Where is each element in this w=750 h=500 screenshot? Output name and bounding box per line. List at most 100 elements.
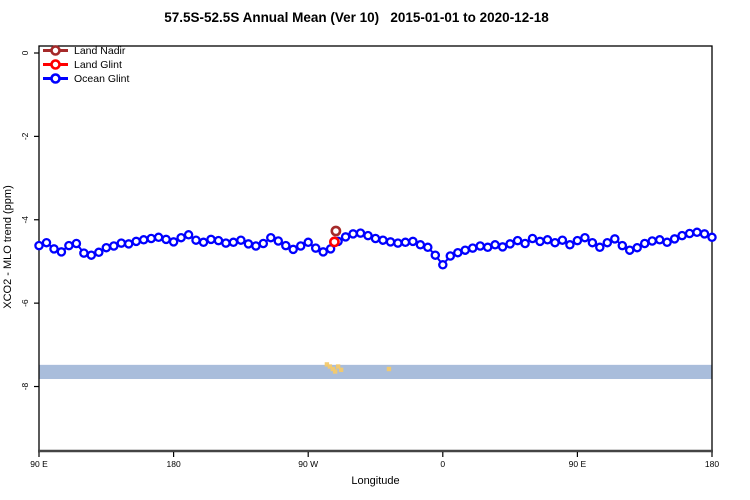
ocean-glint-point bbox=[79, 248, 89, 258]
speck-marker bbox=[324, 362, 330, 367]
legend-marker-icon bbox=[50, 45, 61, 56]
ocean-glint-point bbox=[527, 233, 538, 244]
ocean-glint-point bbox=[56, 247, 67, 257]
ocean-glint-point bbox=[490, 240, 500, 250]
ocean-glint-point bbox=[512, 235, 523, 246]
y-axis-label: XCO2 - MLO trend (ppm) bbox=[2, 185, 14, 309]
ocean-glint-point bbox=[385, 237, 396, 247]
ocean-glint-point bbox=[415, 240, 426, 250]
y-tick-label: 0 bbox=[20, 50, 30, 55]
ocean-glint-point bbox=[258, 238, 269, 249]
speck-marker bbox=[332, 369, 338, 374]
ocean-glint-point bbox=[654, 235, 665, 245]
plot-box bbox=[38, 45, 713, 452]
ocean-glint-point bbox=[580, 232, 590, 243]
ocean-glint-point bbox=[438, 260, 448, 270]
y-tick-label: -4 bbox=[20, 216, 30, 224]
ocean-glint-point bbox=[662, 237, 672, 248]
legend-item-label: Land Glint bbox=[74, 59, 122, 71]
legend-item-label: Land Nadir bbox=[74, 45, 126, 57]
ocean-glint-point bbox=[266, 232, 276, 243]
reference-band bbox=[39, 364, 712, 380]
x-tick-label: 180 bbox=[167, 459, 181, 469]
ocean-glint-point bbox=[423, 242, 433, 253]
land-glint-point bbox=[328, 236, 340, 248]
ocean-glint-point bbox=[639, 238, 650, 249]
ocean-glint-point bbox=[64, 240, 74, 251]
ocean-glint-point bbox=[453, 247, 463, 258]
ocean-glint-point bbox=[370, 233, 381, 244]
ocean-glint-point bbox=[692, 227, 702, 238]
y-tick-label: -2 bbox=[20, 132, 30, 140]
ocean-glint-point bbox=[677, 230, 687, 241]
ocean-glint-point bbox=[624, 245, 635, 255]
ocean-glint-point bbox=[632, 242, 642, 253]
legend-item-label: Ocean Glint bbox=[74, 73, 130, 85]
x-tick-label: 90 E bbox=[569, 459, 587, 469]
speck-marker bbox=[330, 366, 336, 372]
ocean-glint-point bbox=[400, 237, 411, 248]
ocean-glint-point bbox=[138, 235, 149, 245]
ocean-glint-point bbox=[94, 247, 104, 258]
ocean-glint-point bbox=[310, 243, 321, 253]
ocean-glint-point bbox=[168, 237, 179, 247]
ocean-glint-point bbox=[131, 236, 141, 247]
land-nadir-point bbox=[330, 225, 342, 237]
ocean-glint-point bbox=[363, 230, 373, 241]
ocean-glint-point bbox=[295, 241, 306, 251]
ocean-glint-point bbox=[221, 238, 231, 248]
x-tick-label: 90 E bbox=[30, 459, 48, 469]
x-tick-label: 0 bbox=[440, 459, 445, 469]
ocean-glint-point bbox=[41, 237, 52, 248]
ocean-glint-point bbox=[595, 242, 605, 253]
ocean-glint-point bbox=[288, 244, 298, 255]
x-tick-label: 90 W bbox=[298, 459, 318, 469]
ocean-glint-point bbox=[610, 234, 620, 244]
ocean-glint-point bbox=[191, 235, 201, 245]
ocean-glint-point bbox=[602, 237, 613, 248]
ocean-glint-point bbox=[228, 237, 239, 248]
ocean-glint-point bbox=[445, 251, 456, 261]
ocean-glint-point bbox=[273, 236, 284, 246]
ocean-glint-point bbox=[355, 228, 366, 238]
ocean-glint-point bbox=[236, 235, 246, 245]
ocean-glint-point bbox=[348, 229, 358, 239]
ocean-glint-point bbox=[116, 238, 127, 248]
ocean-glint-point bbox=[587, 237, 598, 248]
ocean-glint-point bbox=[251, 241, 261, 251]
ocean-glint-point bbox=[161, 234, 171, 245]
ocean-glint-point bbox=[467, 243, 478, 253]
ocean-glint-point bbox=[572, 235, 583, 246]
ocean-glint-point bbox=[340, 232, 351, 242]
ocean-glint-point bbox=[684, 228, 695, 239]
ocean-glint-point bbox=[281, 240, 291, 251]
ocean-glint-point bbox=[550, 237, 560, 248]
chart-title: 57.5S-52.5S Annual Mean (Ver 10) 2015-01… bbox=[164, 10, 549, 25]
speck-marker bbox=[327, 364, 333, 369]
ocean-glint-point bbox=[101, 242, 112, 253]
speck-marker bbox=[386, 366, 392, 372]
ocean-glint-point bbox=[183, 230, 194, 240]
ocean-glint-point bbox=[303, 237, 313, 248]
ocean-glint-point bbox=[542, 235, 553, 245]
ocean-glint-point bbox=[378, 235, 388, 245]
ocean-glint-point bbox=[557, 235, 568, 245]
speck-marker bbox=[338, 367, 344, 373]
ocean-glint-point bbox=[520, 238, 530, 249]
ocean-glint-point bbox=[123, 239, 134, 249]
x-axis-label: Longitude bbox=[351, 475, 400, 487]
speck-marker bbox=[335, 364, 341, 369]
ocean-glint-point bbox=[71, 238, 82, 249]
ocean-glint-point bbox=[198, 237, 209, 248]
legend-marker-icon bbox=[50, 59, 61, 70]
ocean-glint-point bbox=[318, 247, 328, 257]
ocean-glint-point bbox=[475, 241, 485, 251]
ocean-glint-point bbox=[430, 250, 441, 260]
ocean-glint-point bbox=[707, 232, 717, 243]
ocean-glint-point bbox=[206, 234, 216, 245]
ocean-glint-point bbox=[34, 240, 44, 251]
ocean-glint-point bbox=[482, 242, 493, 253]
x-tick-label: 180 bbox=[705, 459, 719, 469]
